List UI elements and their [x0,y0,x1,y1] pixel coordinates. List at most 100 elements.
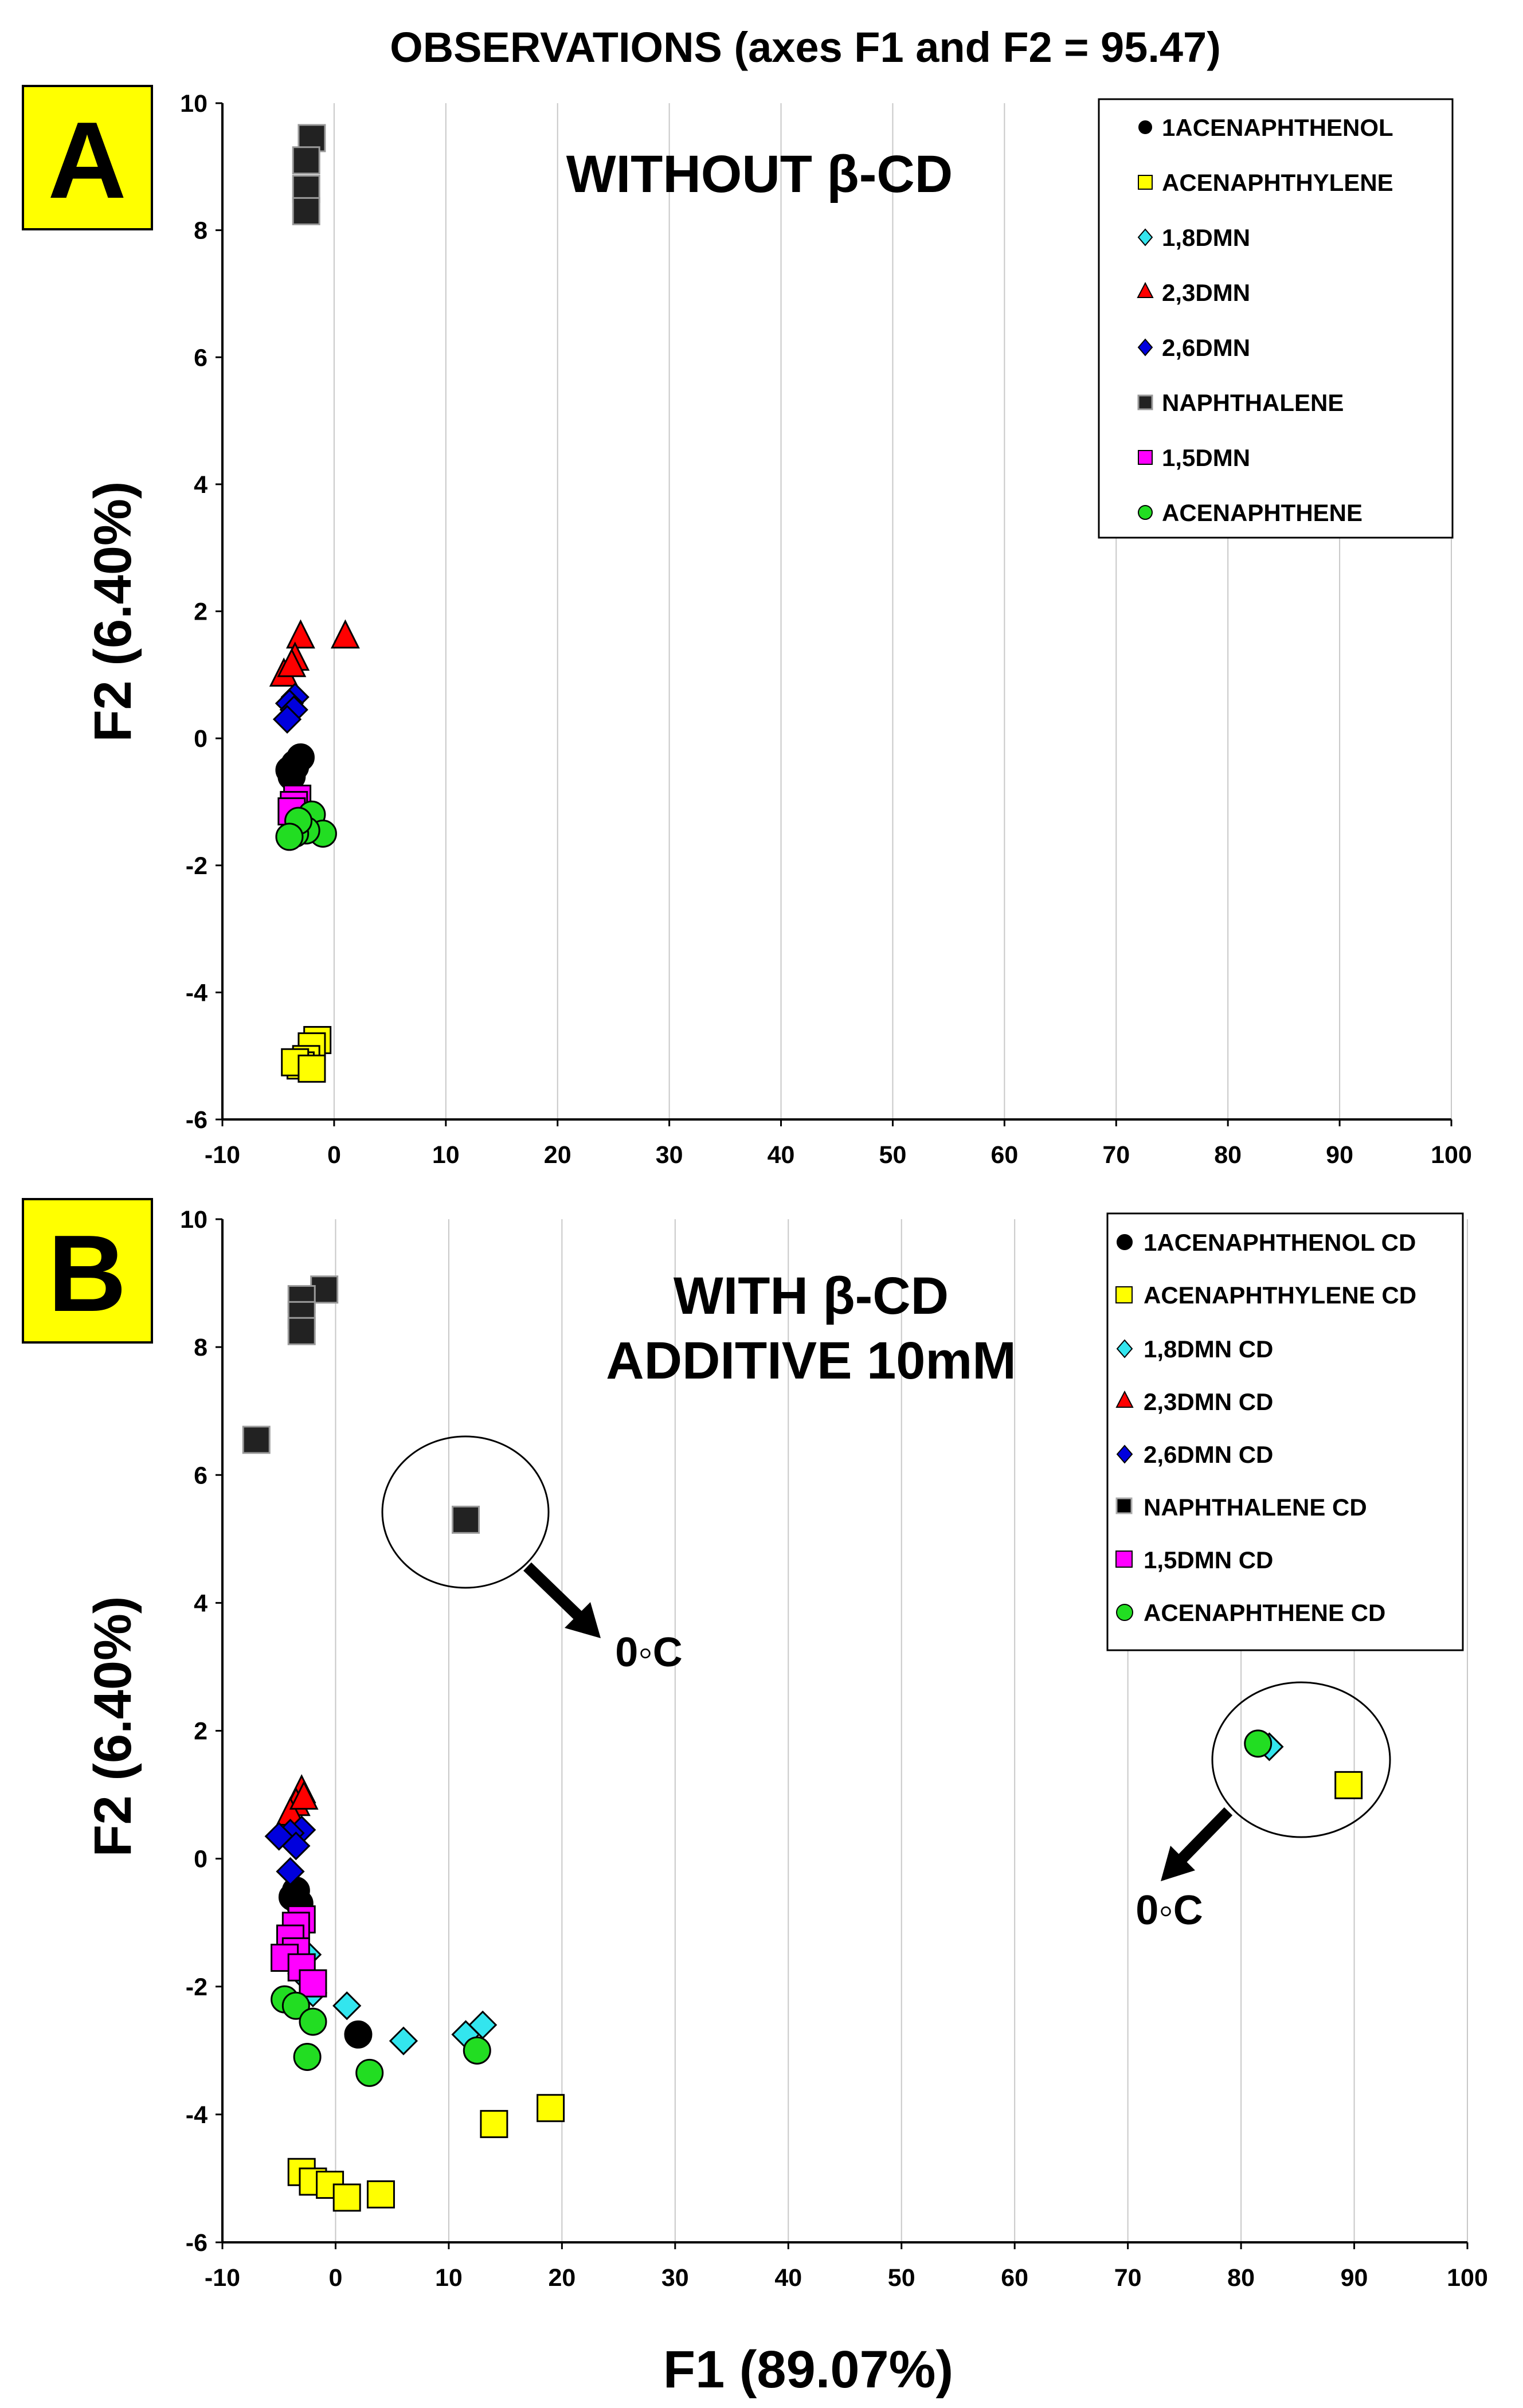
legend-entry-acenaphthene: ACENAPHTHENE [1138,499,1363,526]
panel-b-badge: B [22,1198,153,1344]
panel-a-x-tick-label: -10 [205,1141,240,1169]
legend-entry-acenaphthenol-cd: 1ACENAPHTHENOL CD [1117,1229,1416,1256]
panel-b-y-tick-label: 0 [194,1846,207,1873]
legend-marker-23dmn-cd [1115,1390,1134,1408]
panel-a-point-2-6dmn [272,704,302,734]
panel-b-y-axis-label: F2 (6.40%) [84,1596,142,1857]
panel-b-data-points [242,1275,1363,2212]
annotation-ellipse-right [1211,1681,1391,1838]
panel-a-legend: 1ACENAPHTHENOL ACENAPHTHYLENE 1,8DMN 2,3… [1098,98,1454,539]
panel-b-y-tick-label: -4 [186,2101,207,2129]
panel-b-x-tick-label: 40 [774,2264,802,2292]
panel-b: -10 0 10 20 30 40 50 60 70 80 90 100 -6-4-20246810 … [22,1198,1488,2399]
legend-label-18dmn-cd: 1,8DMN CD [1144,1336,1273,1362]
legend-marker-naphthalene [1137,394,1153,410]
panel-b-x-tick-label: 30 [661,2264,689,2292]
panel-b-point-naphthalene-cd [242,1426,271,1454]
legend-entry-26dmn-cd: 2,6DMN CD [1116,1441,1273,1468]
legend-marker-acenaphthene [1138,505,1153,520]
panel-a-x-tick-label: 80 [1214,1141,1242,1169]
panel-a-x-tick-label: 20 [544,1141,571,1169]
panel-a: -10 0 10 20 30 40 50 60 70 80 90 100 -6-4-20246810 … [22,85,1472,1169]
panel-a-y-tick-label: 10 [180,90,207,118]
panel-a-legend-box [1098,98,1454,539]
panel-b-point-1-8dmn-cd [389,2026,418,2055]
panel-b-y-tick-label: 6 [194,1462,207,1489]
panel-a-point-naphthalene [292,197,320,225]
legend-marker-acenaphthenol-cd [1117,1234,1133,1250]
legend-label-23dmn: 2,3DMN [1162,279,1250,306]
legend-label-15dmn-cd: 1,5DMN CD [1144,1546,1273,1573]
legend-entry-26dmn: 2,6DMN [1137,334,1250,361]
panel-a-y-tick-label: 4 [194,471,207,499]
legend-label-naphthalene: NAPHTHALENE [1162,389,1344,416]
legend-marker-18dmn-cd [1116,1339,1133,1358]
panel-b-x-tick-label: 50 [888,2264,915,2292]
panel-b-legend: 1ACENAPHTHENOL CD ACENAPHTHYLENE CD 1,8D… [1106,1212,1464,1651]
panel-b-legend-box [1106,1212,1464,1651]
panel-b-x-tick-label: 0 [328,2264,342,2292]
panel-b-x-tick-label: 80 [1227,2264,1255,2292]
panel-b-point-1-8dmn-cd [332,1991,362,2021]
legend-label-26dmn: 2,6DMN [1162,334,1250,361]
panel-b-x-tick-label: 70 [1114,2264,1142,2292]
panel-b-condition-line-1: WITH β-CD [674,1267,949,1325]
legend-entry-acenaphthene-cd: ACENAPHTHENE CD [1116,1599,1385,1626]
panel-a-x-tick-label: 40 [768,1141,795,1169]
panel-a-y-tick-label: -2 [186,852,207,880]
panel-a-x-tick-label: 10 [432,1141,460,1169]
legend-entry-23dmn-cd: 2,3DMN CD [1115,1388,1273,1415]
panel-b-point-acenaphthene-cd [1244,1729,1273,1758]
legend-entry-18dmn: 1,8DMN [1137,224,1250,251]
panel-b-x-axis-label: F1 (89.07%) [663,2340,953,2399]
legend-marker-acenaphthene-cd [1116,1604,1133,1621]
legend-marker-acenaphthenol [1138,120,1152,134]
legend-label-26dmn-cd: 2,6DMN CD [1144,1441,1273,1468]
legend-marker-26dmn [1137,338,1153,357]
panel-b-point-1acenaphthenol-cd [344,2020,373,2049]
legend-label-acenaphthene: ACENAPHTHENE [1162,499,1363,526]
panel-a-data-points [269,124,360,1083]
legend-entry-15dmn: 1,5DMN [1138,444,1250,471]
panel-b-y-tick-label: 2 [194,1718,207,1745]
panel-a-y-tick-label: -6 [186,1106,207,1134]
panel-a-condition: WITHOUT β-CD [566,145,953,203]
panel-a-point-2-3dmn [286,619,315,649]
panel-a-point-1acenaphthenol [281,753,310,781]
panel-b-y-tick-label: 8 [194,1334,207,1361]
panel-b-point-acenaphthene-cd [463,2036,491,2065]
legend-marker-23dmn [1137,281,1154,298]
legend-label-acenaphthene-cd: ACENAPHTHENE CD [1144,1599,1385,1626]
panel-a-y-tick-label: 8 [194,217,207,245]
legend-label-acenaphthenol: 1ACENAPHTHENOL [1162,114,1393,141]
panel-b-x-tick-label: 90 [1341,2264,1368,2292]
legend-marker-26dmn-cd [1116,1444,1133,1464]
annotation-ellipse-left [381,1435,550,1589]
panel-a-point-acenaphthylene [297,1054,326,1083]
panel-a-x-tick-label: 0 [327,1141,341,1169]
legend-marker-15dmn [1138,450,1153,465]
panel-b-letter: B [48,1213,126,1334]
annotation-right-cluster-0c: 0◦C [1136,1681,1391,1933]
figure-title: OBSERVATIONS (axes F1 and F2 = 95.47) [390,24,1221,71]
panel-b-x-tick-label: 10 [435,2264,463,2292]
panel-a-point-acenaphthene [275,823,304,851]
legend-entry-15dmn-cd: 1,5DMN CD [1115,1546,1273,1573]
panel-b-point-acenaphthene-cd [355,2058,384,2087]
panel-a-x-tick-label: 30 [656,1141,683,1169]
panel-a-letter: A [48,100,126,221]
panel-a-y-axis-label: F2 (6.40%) [84,481,142,742]
legend-marker-acenaphthylene-cd [1115,1286,1133,1303]
panel-b-point-acenaphthylene-cd [1334,1771,1363,1799]
annotation-arrow-left-head [565,1602,601,1638]
panel-b-point-acenaphthylene-cd [332,2183,361,2212]
annotation-arrow-right-head [1161,1846,1195,1881]
panel-a-x-ticks: -10 0 10 20 30 40 50 60 70 80 90 100 [205,1119,1472,1169]
legend-entry-acenaphthenol: 1ACENAPHTHENOL [1138,114,1393,141]
panel-b-point-acenaphthylene-cd [480,2110,508,2139]
legend-entry-naphthalene-cd: NAPHTHALENE CD [1115,1494,1367,1521]
legend-entry-23dmn: 2,3DMN [1137,279,1250,306]
legend-marker-acenaphthylene [1138,175,1153,190]
panel-a-badge-box [22,85,153,230]
panel-b-x-tick-label: 20 [548,2264,575,2292]
